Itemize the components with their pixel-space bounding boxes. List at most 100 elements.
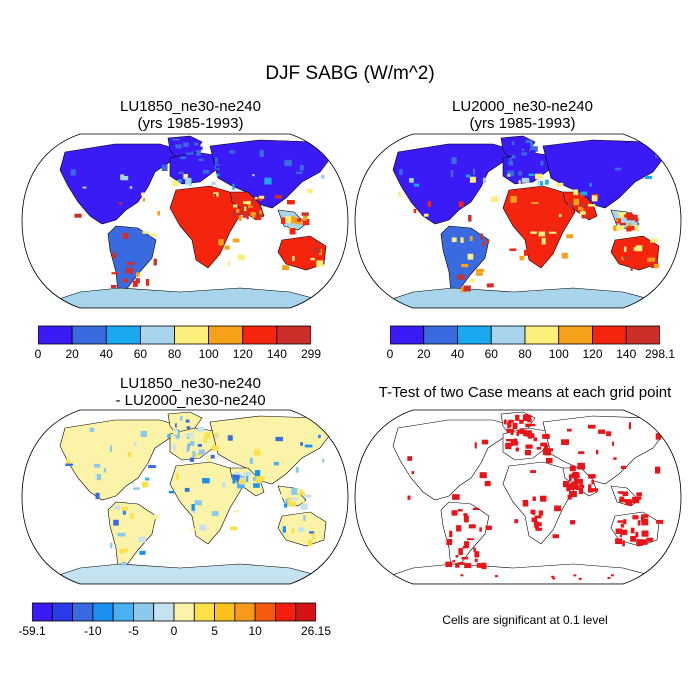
colorbar-swatch	[490, 325, 526, 345]
shading-cell	[281, 217, 286, 224]
land-europe	[502, 427, 554, 461]
shading-cell	[552, 534, 559, 539]
shading-cell	[528, 173, 535, 177]
shading-cell	[210, 454, 215, 459]
shading-cell	[517, 158, 522, 164]
colorbar-swatch	[32, 602, 53, 622]
shading-cell	[540, 160, 544, 166]
shading-cell	[551, 575, 555, 578]
shading-cell	[282, 265, 289, 271]
shading-cell	[473, 547, 476, 552]
panel-title-line: LU1850_ne30-ne240	[120, 375, 261, 392]
panel-title-line: (yrs 1985-1993)	[137, 115, 244, 132]
shading-cell	[291, 488, 299, 495]
shading-cell	[523, 429, 528, 437]
shading-cell	[514, 519, 519, 524]
shading-cell	[302, 501, 307, 506]
shading-cell	[522, 234, 525, 239]
shading-cell	[66, 459, 71, 465]
shading-cell	[289, 228, 296, 235]
colorbar-diff	[32, 602, 316, 622]
shading-cell	[275, 436, 283, 442]
shading-cell	[475, 272, 483, 276]
shading-cell	[469, 278, 475, 283]
shading-cell	[508, 420, 512, 428]
shading-cell	[189, 457, 194, 462]
shading-cell	[184, 487, 190, 492]
figure-title: DJF SABG (W/m^2)	[265, 63, 435, 84]
shading-cell	[232, 491, 238, 495]
shading-cell	[313, 247, 321, 253]
shading-cell	[172, 138, 180, 141]
map-content	[22, 410, 348, 584]
shading-cell	[635, 532, 639, 538]
shading-cell	[506, 439, 514, 442]
colorbar-lu2000	[390, 325, 660, 345]
shading-cell	[581, 214, 588, 219]
shading-cell	[509, 248, 517, 251]
shading-cell	[522, 499, 529, 507]
shading-cell	[458, 548, 463, 555]
shading-cell	[582, 204, 590, 208]
shading-cell	[232, 183, 235, 190]
shading-cell	[311, 533, 315, 539]
shading-cell	[224, 245, 230, 250]
map-frame	[21, 133, 349, 309]
shading-cells	[67, 138, 327, 289]
shading-cell	[542, 434, 550, 439]
shading-cell	[113, 519, 119, 526]
shading-cell	[249, 457, 254, 464]
shading-cell	[153, 258, 157, 266]
shading-cell	[128, 488, 131, 491]
shading-cell	[285, 216, 292, 223]
shading-cell	[239, 211, 247, 215]
shading-cell	[510, 439, 515, 446]
shading-cell	[607, 577, 611, 579]
shading-cell	[301, 212, 309, 216]
shading-cell	[484, 480, 491, 487]
shading-cell	[620, 491, 624, 494]
shading-cell	[647, 257, 656, 262]
shading-cell	[303, 494, 312, 498]
shading-cell	[525, 423, 531, 428]
shading-cell	[190, 441, 195, 446]
shading-cell	[630, 214, 638, 221]
shading-cell	[628, 422, 631, 430]
shading-cell	[537, 180, 540, 186]
shading-cell	[205, 455, 212, 462]
shading-cell	[452, 560, 456, 563]
shading-cell	[148, 465, 156, 469]
shading-cell	[561, 439, 569, 445]
shading-cell	[119, 549, 125, 554]
shading-cell	[212, 445, 219, 451]
shading-cell	[561, 252, 568, 259]
shading-cell	[619, 222, 626, 226]
shading-cell	[202, 169, 210, 174]
shading-cell	[254, 449, 261, 456]
shading-cell	[255, 214, 262, 221]
shading-cell	[183, 142, 189, 147]
shading-cell	[103, 454, 110, 461]
shading-cell	[460, 237, 464, 243]
shading-cell	[613, 225, 618, 232]
shading-cell	[243, 201, 251, 205]
shading-cell	[464, 541, 470, 547]
colorbar-tick-label: -5	[128, 624, 139, 638]
colorbar-tick-label: 60	[484, 347, 498, 361]
shading-cell	[302, 216, 307, 221]
shading-cell	[172, 444, 176, 451]
shading-cell	[578, 488, 583, 495]
shading-cell	[285, 498, 289, 505]
shading-cell	[322, 458, 325, 463]
shading-cell	[304, 444, 313, 448]
shading-cell	[427, 201, 431, 208]
shading-cell	[95, 492, 100, 500]
significance-note: Cells are significant at 0.1 level	[442, 613, 608, 627]
shading-cell	[232, 238, 240, 243]
shading-cell	[567, 494, 572, 500]
shading-cell	[287, 200, 295, 205]
shading-cell	[236, 475, 240, 482]
colorbar-tick-label: 40	[450, 347, 465, 361]
shading-cell	[482, 177, 487, 183]
shading-cell	[508, 160, 513, 166]
